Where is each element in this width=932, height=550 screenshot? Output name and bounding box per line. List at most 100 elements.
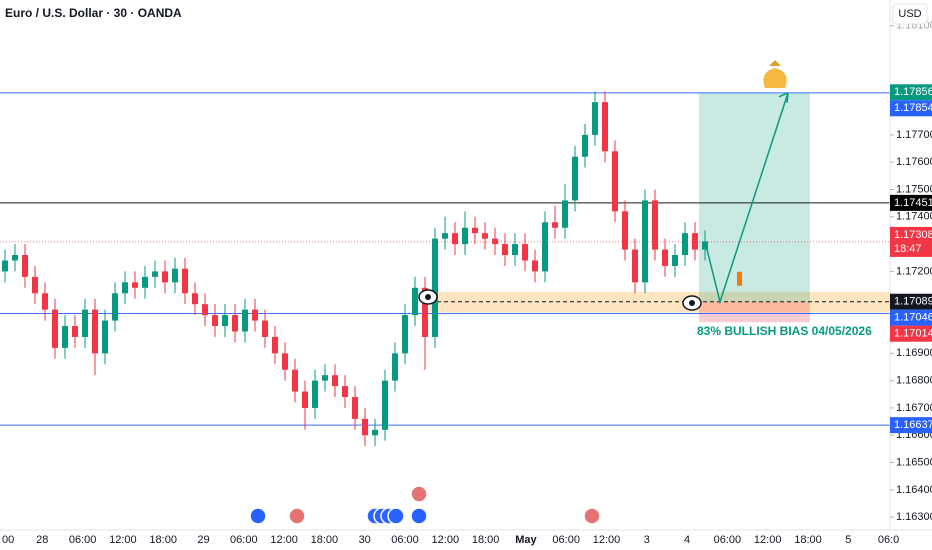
price-tag-label: 1.17046 [894, 312, 932, 324]
candle-body [372, 429, 378, 436]
price-tag [890, 226, 932, 257]
price-tag [890, 309, 932, 326]
candle-body [692, 233, 698, 250]
countdown-label: 18:47 [894, 243, 922, 255]
candle-body [702, 241, 708, 250]
candle-body [412, 287, 418, 316]
candle-body [492, 238, 498, 245]
candle-body [572, 156, 578, 201]
candle-body [342, 386, 348, 398]
candle-body [642, 200, 648, 283]
x-tick-label: 00 [2, 534, 14, 546]
candle-body [102, 320, 108, 354]
candle-body [242, 309, 248, 332]
price-tag [890, 194, 932, 211]
y-tick-label: 1.17400 [896, 211, 932, 223]
x-tick-label: 06:00 [714, 534, 742, 546]
price-tag [890, 84, 932, 101]
currency-button[interactable] [892, 3, 928, 25]
candle-body [592, 102, 598, 135]
price-axis-labels: 1.163001.164001.165001.166001.167001.168… [890, 20, 932, 523]
y-tick-label: 1.17500 [896, 183, 932, 195]
x-tick-label: 12:00 [754, 534, 782, 546]
candle-body [472, 227, 478, 234]
annotation: 83% BULLISH BIAS 04/05/2026 [697, 324, 872, 338]
currency-label[interactable]: USD [898, 8, 921, 20]
candle-body [272, 336, 278, 354]
candle-body [292, 369, 298, 392]
candle-body [92, 309, 98, 354]
candle-body [252, 309, 258, 321]
x-tick-label: 18:00 [472, 534, 500, 546]
candle-body [612, 151, 618, 212]
candle-body [432, 238, 438, 337]
figure-icon [737, 271, 742, 286]
candle-body [402, 315, 408, 354]
candle-body [332, 375, 338, 387]
y-tick-label: 1.17200 [896, 265, 932, 277]
candle-body [322, 375, 328, 381]
support-zone [430, 291, 890, 313]
candle-body [562, 200, 568, 228]
x-tick-label: 5 [845, 534, 851, 546]
candle-body [352, 397, 358, 419]
candle-body [262, 320, 268, 337]
x-tick-label: 12:00 [593, 534, 621, 546]
candle-body [2, 260, 8, 272]
y-tick-label: 1.16900 [896, 347, 932, 359]
y-tick-label: 1.16500 [896, 456, 932, 468]
candle-body [232, 315, 238, 332]
candle-body [422, 287, 428, 337]
price-tag-label: 1.17451 [894, 197, 932, 209]
x-tick-label: 12:00 [432, 534, 460, 546]
price-tag-label: 1.17089 [894, 296, 932, 308]
candle-body [532, 260, 538, 272]
candle-body [392, 353, 398, 381]
y-tick-label: 1.17600 [896, 156, 932, 168]
candle-body [52, 309, 58, 348]
candle-body [482, 233, 488, 239]
price-tag [890, 100, 932, 117]
price-tag [890, 293, 932, 310]
y-tick-label: 1.17700 [896, 129, 932, 141]
x-tick-label: 06:00 [69, 534, 97, 546]
money-bag-icon [763, 60, 787, 88]
projection-arrow [704, 92, 789, 305]
x-tick-label: 4 [684, 534, 690, 546]
candle-body [462, 227, 468, 245]
candle-body [672, 255, 678, 266]
candle-body [142, 276, 148, 288]
x-tick-label: 29 [197, 534, 209, 546]
x-tick-label: 12:00 [270, 534, 298, 546]
candle-body [452, 233, 458, 245]
candle-body [72, 326, 78, 337]
candle-body [182, 268, 188, 294]
candle-body [12, 255, 18, 261]
y-tick-label: 1.16700 [896, 402, 932, 414]
x-tick-label: 06:00 [391, 534, 419, 546]
candle-body [362, 418, 368, 436]
candle-body [282, 353, 288, 370]
price-tag-label: 1.17014 [894, 328, 932, 340]
price-tag-label: 1.17308 [894, 229, 932, 241]
candle-body [662, 249, 668, 266]
x-tick-label: 18:00 [149, 534, 177, 546]
candle-body [42, 293, 48, 310]
candle-body [382, 380, 388, 430]
candle-body [622, 211, 628, 250]
candle-body [502, 244, 508, 256]
candle-body [312, 380, 318, 408]
candle-body [222, 315, 228, 327]
candle-body [202, 304, 208, 316]
x-tick-label: 06:0 [878, 534, 899, 546]
x-tick-label: 3 [644, 534, 650, 546]
y-tick-label: 1.16400 [896, 484, 932, 496]
candle-body [582, 134, 588, 157]
x-tick-label: 06:00 [230, 534, 258, 546]
plot-area [0, 91, 890, 447]
candle-body [652, 200, 658, 250]
x-tick-label: 06:00 [552, 534, 580, 546]
x-tick-label: 28 [36, 534, 48, 546]
candle-body [302, 391, 308, 408]
